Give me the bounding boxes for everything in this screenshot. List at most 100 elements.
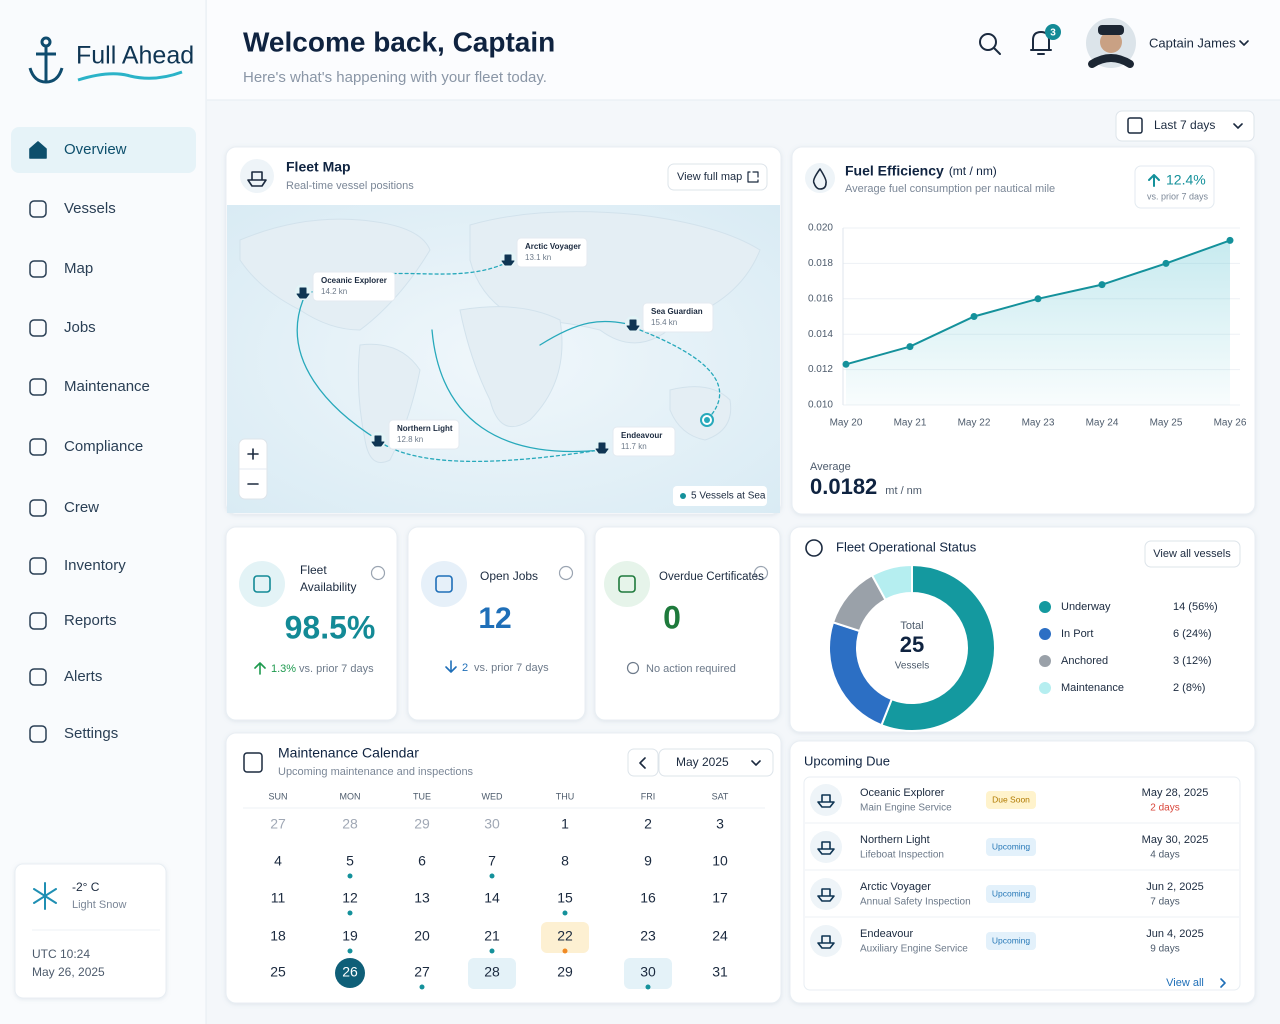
- vessel-speed: 13.1 kn: [525, 253, 551, 262]
- kpi-note: No action required: [646, 663, 736, 675]
- task-name: Auxiliary Engine Service: [860, 944, 968, 955]
- calendar-day[interactable]: 3: [716, 816, 724, 832]
- nav-item[interactable]: Crew: [64, 499, 99, 516]
- range-select[interactable]: [1115, 110, 1255, 142]
- nav-icon: [29, 612, 47, 630]
- vessel-name[interactable]: Arctic Voyager: [860, 881, 931, 893]
- calendar-day[interactable]: 17: [712, 890, 728, 906]
- calendar-day[interactable]: 30: [640, 964, 656, 980]
- calendar-day[interactable]: 23: [640, 928, 656, 944]
- nav-item[interactable]: Map: [64, 260, 93, 277]
- nav-item[interactable]: Settings: [64, 725, 118, 742]
- donut-center-unit: Vessels: [895, 661, 929, 672]
- event-dot: [562, 910, 568, 916]
- legend-label: Anchored: [1061, 655, 1108, 667]
- nav-item[interactable]: Maintenance: [64, 378, 150, 395]
- calendar-day[interactable]: 14: [484, 890, 500, 906]
- calendar-day[interactable]: 12: [342, 890, 358, 906]
- calendar-day[interactable]: 11: [271, 890, 286, 906]
- nav-item[interactable]: Jobs: [64, 319, 96, 336]
- calendar-day[interactable]: 20: [414, 928, 430, 944]
- calendar-day[interactable]: 26: [342, 964, 358, 980]
- calendar-day[interactable]: 30: [484, 816, 500, 832]
- nav-item[interactable]: Inventory: [64, 557, 126, 574]
- calendar-day[interactable]: 1: [561, 816, 569, 832]
- calendar-day[interactable]: 24: [712, 928, 728, 944]
- calendar-day[interactable]: 27: [414, 964, 430, 980]
- calendar-day[interactable]: 27: [270, 816, 286, 832]
- event-dot: [347, 948, 353, 954]
- calendar-day[interactable]: 9: [644, 853, 652, 869]
- vessel-name[interactable]: Oceanic Explorer: [860, 787, 945, 799]
- calendar-day[interactable]: 15: [557, 890, 573, 906]
- range-label: Last 7 days: [1154, 118, 1215, 132]
- nav-item[interactable]: Alerts: [64, 668, 102, 685]
- data-point: [906, 343, 914, 351]
- due-remaining: 7 days: [1150, 897, 1179, 908]
- vessel-icon: [296, 287, 310, 299]
- weekday: WED: [482, 791, 503, 801]
- button-label: View all vessels: [1153, 548, 1231, 560]
- prev-month[interactable]: [627, 748, 659, 777]
- calendar-day[interactable]: 16: [640, 890, 656, 906]
- legend-value: 14 (56%): [1173, 601, 1218, 613]
- info-icon[interactable]: [370, 565, 386, 581]
- nav-item[interactable]: Compliance: [64, 438, 143, 455]
- data-point: [970, 313, 978, 320]
- nav-item[interactable]: Overview: [64, 141, 127, 158]
- calendar-day[interactable]: 8: [561, 853, 569, 869]
- month-select[interactable]: [658, 748, 774, 777]
- calendar-day[interactable]: 19: [342, 928, 358, 944]
- calendar-day[interactable]: 22: [557, 928, 573, 944]
- legend-label: Underway: [1061, 601, 1111, 613]
- vessel-name[interactable]: Sea Guardian: [651, 307, 703, 316]
- vessel-name[interactable]: Northern Light: [397, 424, 453, 433]
- calendar-day[interactable]: 4: [274, 853, 282, 869]
- calendar-day[interactable]: 29: [557, 964, 573, 980]
- weekday: TUE: [413, 791, 431, 801]
- vessel-name[interactable]: Oceanic Explorer: [321, 276, 387, 285]
- calendar-day[interactable]: 7: [488, 853, 496, 869]
- calendar-day[interactable]: 2: [644, 816, 652, 832]
- nav-item[interactable]: Vessels: [64, 200, 116, 217]
- vessel-icon-bg: [810, 925, 842, 957]
- calendar-day[interactable]: 10: [712, 853, 728, 869]
- kpi-title: Overdue Certificates: [659, 571, 764, 583]
- external-icon: [747, 171, 759, 183]
- view-all-link[interactable]: View all: [1166, 977, 1204, 989]
- search-icon[interactable]: [979, 33, 997, 51]
- weekday: THU: [556, 791, 575, 801]
- vessel-name[interactable]: Endeavour: [621, 431, 662, 440]
- card-title: Upcoming Due: [804, 753, 890, 768]
- x-tick-label: May 20: [830, 418, 863, 429]
- prev-chevron: [639, 757, 646, 769]
- calendar-day[interactable]: 25: [270, 964, 286, 980]
- vessel-name[interactable]: Arctic Voyager: [525, 242, 581, 251]
- due-date: May 30, 2025: [1142, 834, 1209, 846]
- page-title: Welcome back, Captain: [243, 26, 555, 57]
- y-tick-label: 0.020: [808, 223, 833, 234]
- calendar-day[interactable]: 31: [712, 964, 728, 980]
- vessel-label: [516, 237, 588, 268]
- user-name[interactable]: Captain James: [1149, 35, 1236, 50]
- calendar-day[interactable]: 13: [414, 890, 430, 906]
- donut-center-total: 25: [900, 632, 924, 657]
- calendar-day[interactable]: 21: [484, 928, 500, 944]
- info-icon[interactable]: [753, 565, 769, 581]
- notification-badge: [1045, 24, 1061, 40]
- nav-item[interactable]: Reports: [64, 612, 117, 629]
- vessel-name[interactable]: Endeavour: [860, 928, 914, 940]
- calendar-day[interactable]: 28: [342, 816, 358, 832]
- vessel-name[interactable]: Northern Light: [860, 834, 930, 846]
- view-vessels-button[interactable]: [1144, 540, 1241, 568]
- legend-swatch: [1039, 628, 1051, 640]
- data-point: [1162, 259, 1170, 267]
- calendar-day[interactable]: 18: [270, 928, 286, 944]
- calendar-day[interactable]: 5: [346, 853, 354, 869]
- kpi-icon: [239, 561, 285, 607]
- info-icon[interactable]: [558, 565, 574, 581]
- view-map-button[interactable]: [667, 163, 768, 191]
- calendar-day[interactable]: 28: [484, 964, 500, 980]
- calendar-day[interactable]: 6: [418, 853, 426, 869]
- calendar-day[interactable]: 29: [414, 816, 430, 832]
